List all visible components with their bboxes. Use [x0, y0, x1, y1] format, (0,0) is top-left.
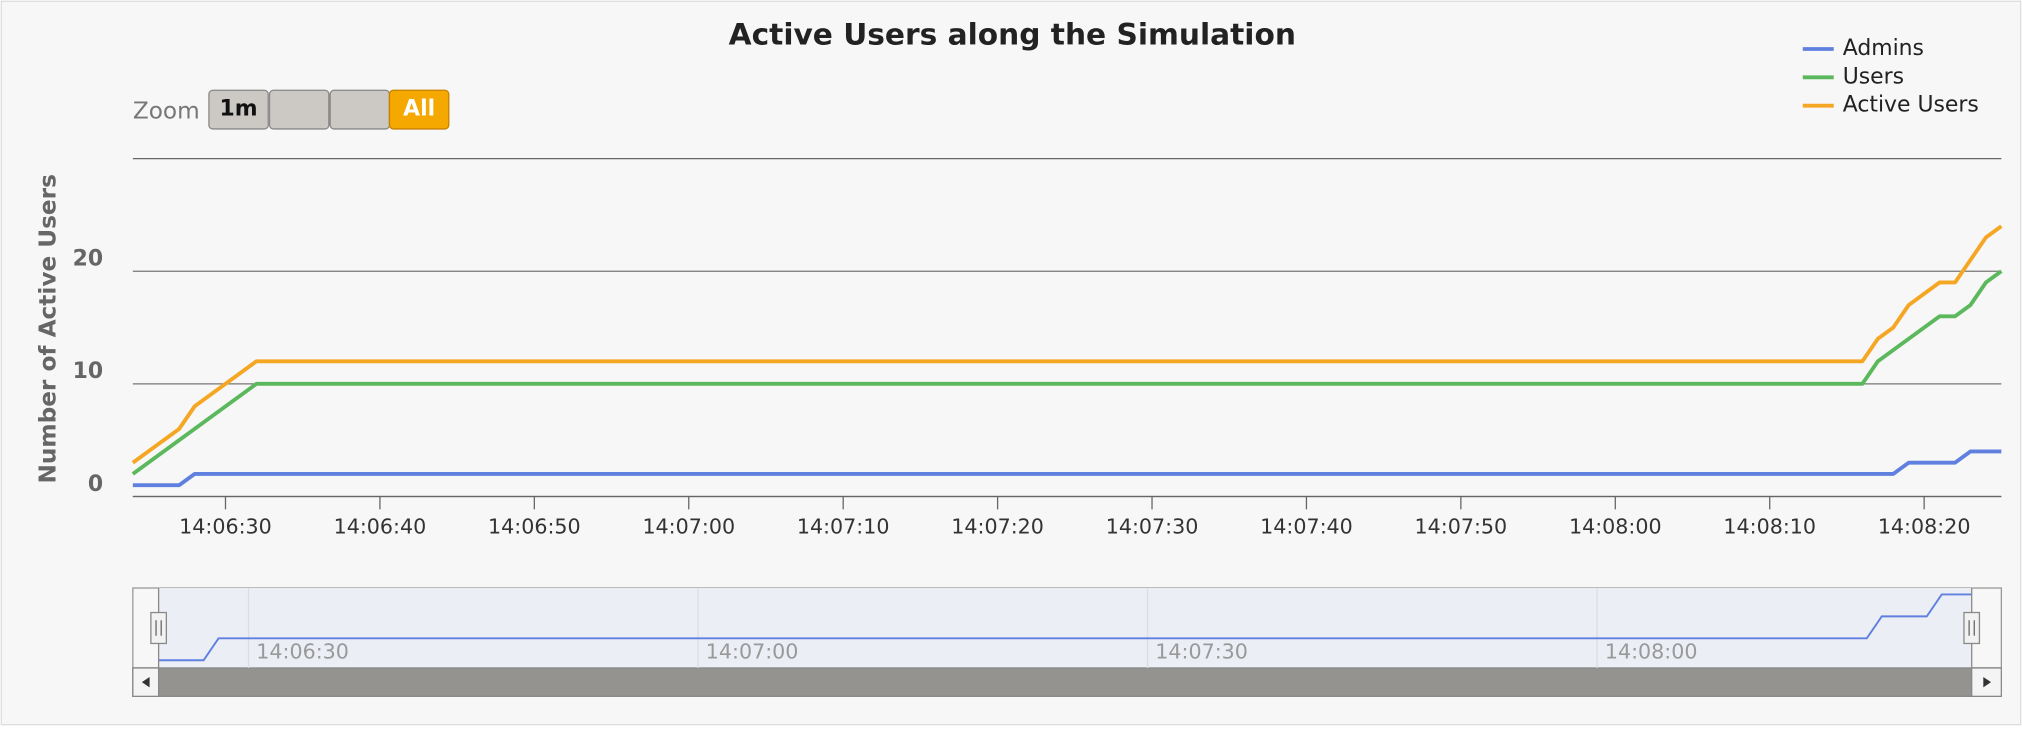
arrow-left: [141, 676, 150, 688]
legend-label: Active Users: [1843, 93, 1979, 118]
x-tick-label: 14:07:00: [642, 514, 735, 538]
navigator-handle[interactable]: [1963, 611, 1981, 645]
navigator-tick-label: 14:07:00: [706, 639, 799, 663]
x-tick-label: 14:07:10: [797, 514, 890, 538]
navigator-tick-label: 14:07:30: [1155, 639, 1248, 663]
series-line: [132, 449, 2002, 488]
x-tick-label: 14:06:40: [334, 514, 427, 538]
x-tick-label: 14:07:50: [1415, 514, 1508, 538]
navigator-handle[interactable]: [150, 611, 168, 645]
x-tick-label: 14:07:40: [1260, 514, 1353, 538]
navigator: [132, 587, 2002, 697]
zoom-button[interactable]: [268, 89, 330, 130]
series-line: [131, 269, 2003, 476]
navigator-mask: [158, 588, 1972, 668]
zoom-buttons: 1m All: [208, 89, 450, 130]
navigator-tick-label: 14:08:00: [1605, 639, 1698, 663]
zoom-label: Zoom: [133, 98, 200, 125]
x-tick-label: 14:07:30: [1106, 514, 1199, 538]
scrollbar[interactable]: [132, 667, 2002, 697]
zoom-button[interactable]: [208, 89, 269, 130]
arrow-right: [1983, 676, 1992, 688]
x-tick-label: 14:08:00: [1569, 514, 1662, 538]
legend-label: Users: [1843, 64, 1904, 89]
x-tick-label: 14:07:20: [951, 514, 1044, 538]
scroll-left-button[interactable]: [132, 667, 160, 697]
x-tick-label: 14:08:20: [1878, 514, 1971, 538]
series-line: [131, 224, 2003, 465]
y-tick-label: 20: [73, 247, 104, 272]
legend-label: Admins: [1843, 36, 1924, 61]
x-tick-label: 14:08:10: [1723, 514, 1816, 538]
x-tick-label: 14:06:50: [488, 514, 581, 538]
x-tick-label: 14:06:30: [179, 514, 272, 538]
zoom-button[interactable]: [329, 89, 391, 130]
zoom-button-label: All: [403, 97, 435, 122]
y-tick-label: 10: [73, 359, 104, 384]
zoom-button-label: 1m: [220, 97, 258, 122]
zoom-button[interactable]: [388, 89, 450, 130]
y-axis-title: Number of Active Users: [35, 174, 62, 483]
chart-title: Active Users along the Simulation: [729, 17, 1296, 52]
navigator-tick-label: 14:06:30: [256, 639, 349, 663]
navigator-line: [158, 593, 1972, 662]
y-tick-label: 0: [88, 472, 103, 497]
